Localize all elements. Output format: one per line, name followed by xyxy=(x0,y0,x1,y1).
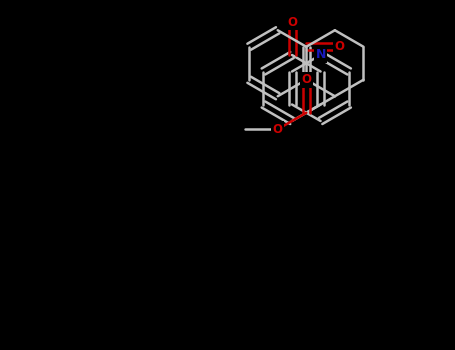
Text: N: N xyxy=(315,49,326,62)
Text: O: O xyxy=(273,123,283,136)
Text: O: O xyxy=(301,73,311,86)
Text: O: O xyxy=(287,15,297,28)
Text: O: O xyxy=(334,40,344,53)
